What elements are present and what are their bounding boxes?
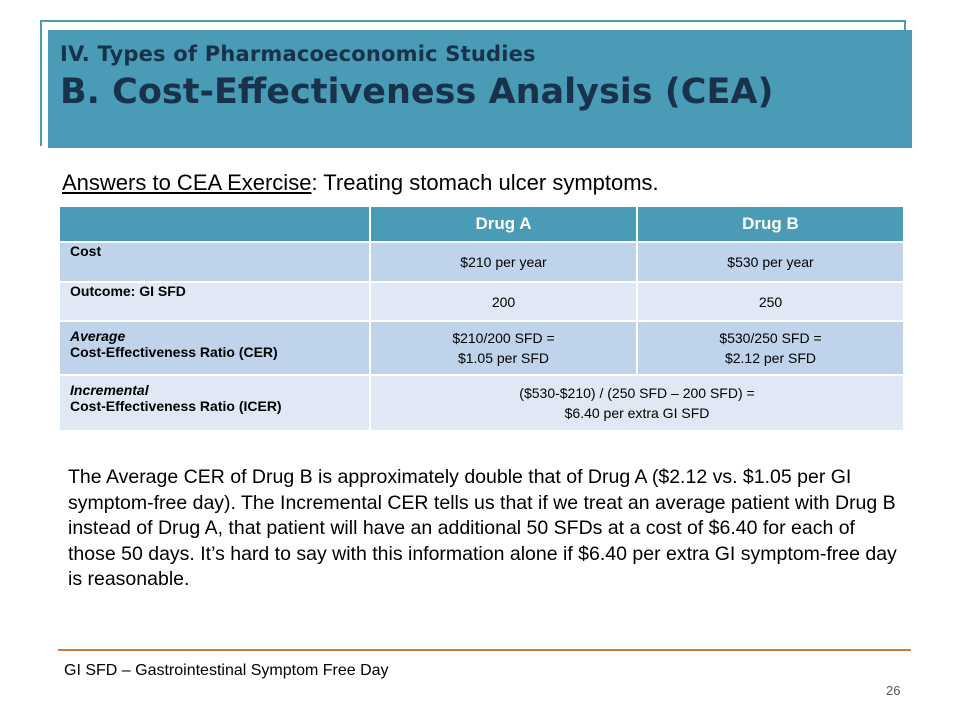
slide-title: B. Cost-Effectiveness Analysis (CEA) (60, 72, 774, 112)
cell-line2: $1.05 per SFD (457, 350, 550, 366)
cell-drug-a: 200 (369, 281, 638, 322)
page-number: 26 (886, 683, 901, 698)
cell-line1: $530/250 SFD = (719, 330, 822, 346)
slide-subtitle: Answers to CEA Exercise: Treating stomac… (62, 170, 659, 196)
cell-drug-b: $530/250 SFD = $2.12 per SFD (636, 320, 905, 376)
table-row-cer: Average Cost-Effectiveness Ratio (CER) $… (58, 320, 905, 376)
frame-top-line (40, 20, 906, 22)
cell-line1: $210/200 SFD = (452, 330, 555, 346)
explanation-paragraph: The Average CER of Drug B is approximate… (68, 466, 897, 590)
cell-icer-spanning: ($530-$210) / (250 SFD – 200 SFD) = $6.4… (369, 374, 905, 432)
row-label: Incremental Cost-Effectiveness Ratio (IC… (58, 374, 371, 432)
table-row-outcome: Outcome: GI SFD 200 250 (58, 281, 905, 322)
row-label: Average Cost-Effectiveness Ratio (CER) (58, 320, 371, 376)
header-cell-drug-b: Drug B (636, 205, 905, 243)
frame-left-line (40, 20, 42, 146)
cell-line1: ($530-$210) / (250 SFD – 200 SFD) = (519, 385, 755, 401)
cell-drug-b: $530 per year (636, 241, 905, 283)
row-label-line1: Average (70, 328, 126, 344)
cell-line2: $6.40 per extra GI SFD (564, 405, 710, 421)
row-label-line1: Incremental (70, 382, 149, 398)
row-label: Cost (58, 241, 371, 283)
cea-table: Drug A Drug B Cost $210 per year $530 pe… (58, 205, 905, 432)
row-label: Outcome: GI SFD (58, 281, 371, 322)
section-heading: IV. Types of Pharmacoeconomic Studies (60, 42, 536, 66)
header-cell-empty (58, 205, 371, 243)
cell-drug-a: $210/200 SFD = $1.05 per SFD (369, 320, 638, 376)
subtitle-underlined: Answers to CEA Exercise (62, 170, 312, 195)
slide-header: IV. Types of Pharmacoeconomic Studies B.… (48, 30, 912, 148)
cell-line2: $2.12 per SFD (724, 350, 817, 366)
table-header-row: Drug A Drug B (58, 205, 905, 243)
subtitle-rest: : Treating stomach ulcer symptoms. (311, 170, 659, 195)
frame-right-line (904, 20, 906, 32)
row-label-line2: Cost-Effectiveness Ratio (CER) (70, 344, 278, 360)
table-row-icer: Incremental Cost-Effectiveness Ratio (IC… (58, 374, 905, 432)
footer-divider (58, 649, 911, 651)
header-cell-drug-a: Drug A (369, 205, 638, 243)
cell-drug-b: 250 (636, 281, 905, 322)
cell-drug-a: $210 per year (369, 241, 638, 283)
table-row-cost: Cost $210 per year $530 per year (58, 241, 905, 283)
row-label-line2: Cost-Effectiveness Ratio (ICER) (70, 398, 282, 414)
abbreviation-footnote: GI SFD – Gastrointestinal Symptom Free D… (64, 662, 389, 679)
